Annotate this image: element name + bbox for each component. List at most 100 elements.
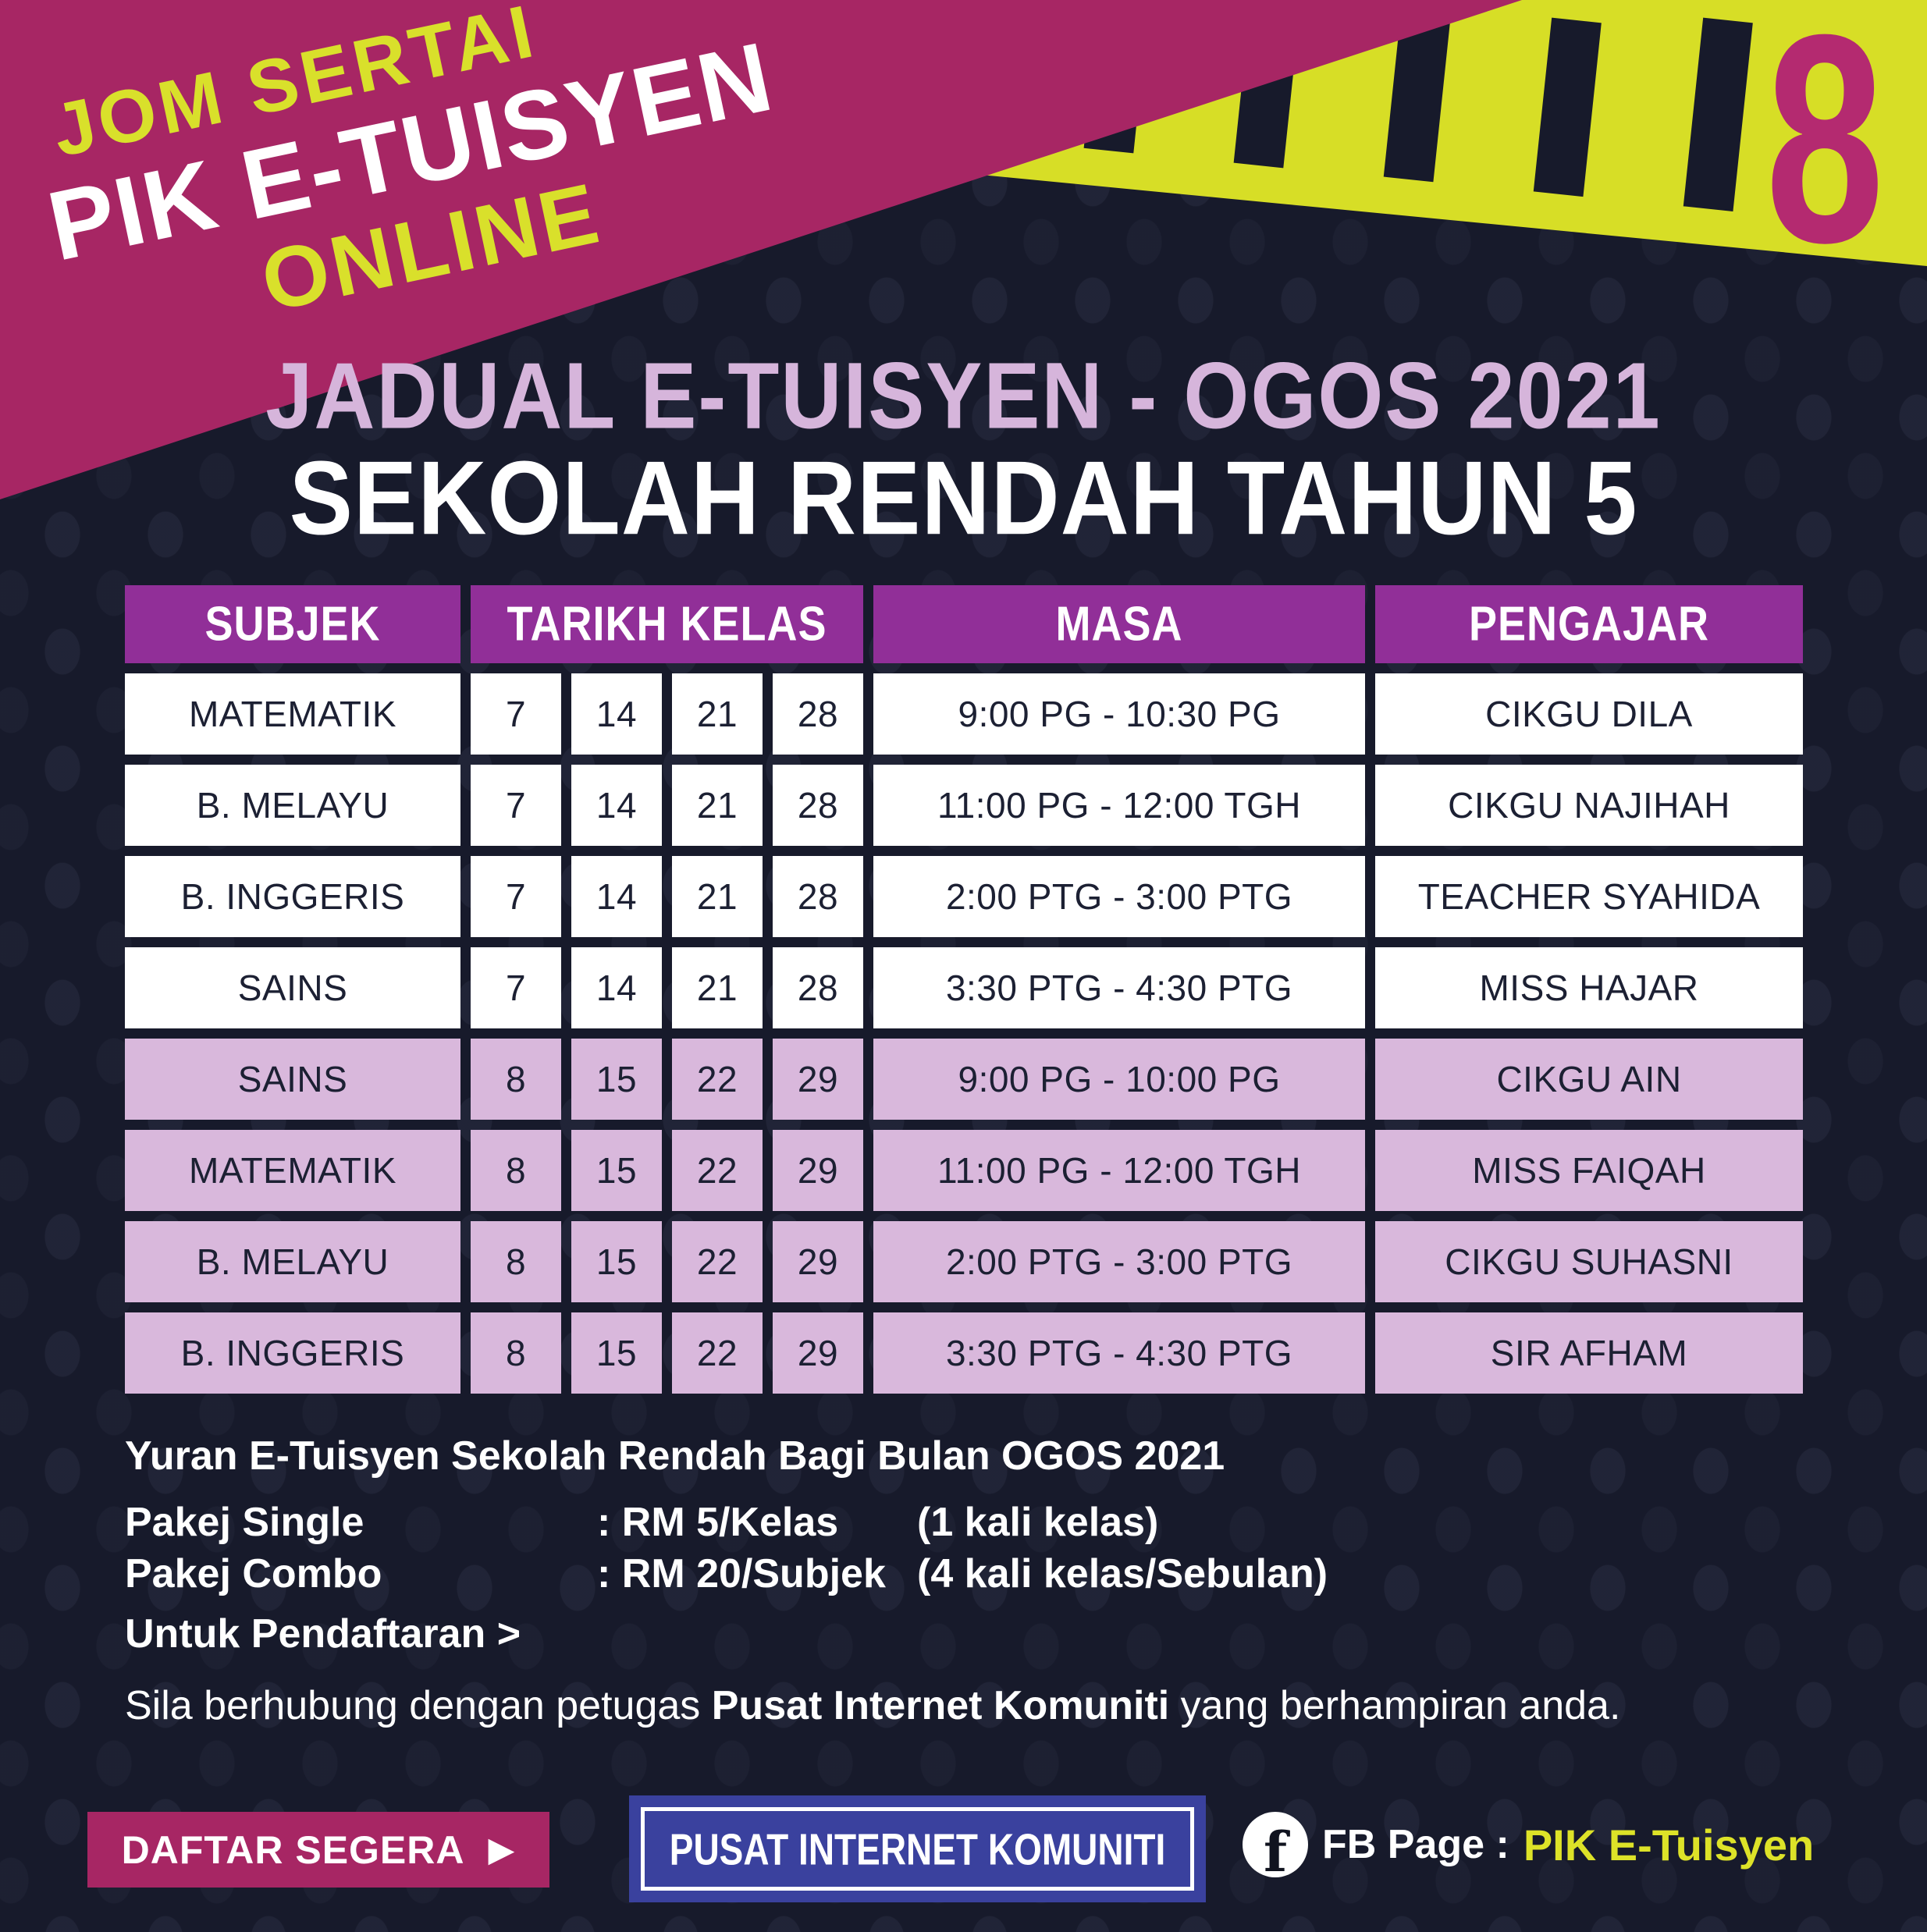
date-cell: 28 [773, 673, 863, 755]
date-cell: 29 [773, 1221, 863, 1302]
date-cell: 28 [773, 765, 863, 846]
date-cell: 7 [471, 673, 561, 755]
teacher-cell: CIKGU AIN [1375, 1039, 1803, 1120]
banner-text-block: JOM SERTAI PIK E-TUISYEN ONLINE [23, 0, 800, 368]
fee-price: : RM 5/Kelas [597, 1500, 839, 1545]
date-cell: 14 [571, 765, 662, 846]
col-header-masa: MASA [873, 585, 1365, 663]
facebook-icon-letter: f [1263, 1819, 1288, 1877]
col-header-subjek-text: SUBJEK [204, 597, 381, 652]
subject-cell: B. MELAYU [125, 1221, 460, 1302]
date-cell: 21 [672, 856, 763, 937]
ribbon-stripe [1683, 17, 1753, 212]
fee-label: Pakej Single [125, 1500, 364, 1545]
play-arrow-icon: ▶ [488, 1831, 516, 1869]
subject-cell: MATEMATIK [125, 1130, 460, 1211]
time-cell: 11:00 PG - 12:00 TGH [873, 765, 1365, 846]
fees-section: Yuran E-Tuisyen Sekolah Rendah Bagi Bula… [125, 1433, 1328, 1600]
issue-number: 8 [1765, 0, 1885, 304]
date-cell: 7 [471, 856, 561, 937]
col-header-subjek: SUBJEK [125, 585, 460, 663]
time-cell: 11:00 PG - 12:00 TGH [873, 1130, 1365, 1211]
page-subtitle-text: SEKOLAH RENDAH TAHUN 5 [289, 439, 1638, 556]
subject-cell: SAINS [125, 1039, 460, 1120]
subject-cell: B. MELAYU [125, 765, 460, 846]
pusat-internet-komuniti-button[interactable]: PUSAT INTERNET KOMUNITI [629, 1795, 1206, 1902]
date-cell: 14 [571, 856, 662, 937]
registration-line-suffix: yang berhampiran anda. [1169, 1683, 1621, 1728]
date-cell: 28 [773, 856, 863, 937]
facebook-icon: f [1243, 1812, 1308, 1877]
col-header-masa-text: MASA [1055, 597, 1183, 652]
date-cell: 15 [571, 1312, 662, 1394]
date-cell: 21 [672, 765, 763, 846]
date-cell: 29 [773, 1312, 863, 1394]
subject-cell: MATEMATIK [125, 673, 460, 755]
date-cell: 14 [571, 947, 662, 1028]
fee-label: Pakej Combo [125, 1551, 382, 1596]
page-subtitle: SEKOLAH RENDAH TAHUN 5 [0, 439, 1927, 556]
col-header-pengajar-text: PENGAJAR [1468, 597, 1710, 652]
teacher-cell: MISS HAJAR [1375, 947, 1803, 1028]
time-cell: 2:00 PTG - 3:00 PTG [873, 856, 1365, 937]
teacher-cell: CIKGU SUHASNI [1375, 1221, 1803, 1302]
date-cell: 15 [571, 1221, 662, 1302]
registration-line-prefix: Sila berhubung dengan petugas [125, 1683, 712, 1728]
date-cell: 21 [672, 673, 763, 755]
teacher-cell: CIKGU DILA [1375, 673, 1803, 755]
subject-cell: B. INGGERIS [125, 856, 460, 937]
registration-line: Sila berhubung dengan petugas Pusat Inte… [125, 1682, 1620, 1729]
pusat-internet-komuniti-label: PUSAT INTERNET KOMUNITI [669, 1824, 1166, 1874]
time-cell: 2:00 PTG - 3:00 PTG [873, 1221, 1365, 1302]
time-cell: 9:00 PG - 10:00 PG [873, 1039, 1365, 1120]
date-cell: 22 [672, 1221, 763, 1302]
fees-heading: Yuran E-Tuisyen Sekolah Rendah Bagi Bula… [125, 1433, 1225, 1479]
fb-page-name[interactable]: PIK E-Tuisyen [1523, 1820, 1815, 1870]
ribbon-stripe [1533, 17, 1602, 197]
daftar-segera-button[interactable]: DAFTAR SEGERA ▶ [87, 1812, 549, 1888]
date-cell: 8 [471, 1039, 561, 1120]
daftar-segera-label: DAFTAR SEGERA [121, 1827, 465, 1872]
page-title-text: JADUAL E-TUISYEN - OGOS 2021 [265, 342, 1662, 449]
time-cell: 3:30 PTG - 4:30 PTG [873, 1312, 1365, 1394]
page-title: JADUAL E-TUISYEN - OGOS 2021 [0, 343, 1927, 449]
col-header-tarikh-kelas-text: TARIKH KELAS [507, 597, 827, 652]
time-cell: 9:00 PG - 10:30 PG [873, 673, 1365, 755]
subject-cell: B. INGGERIS [125, 1312, 460, 1394]
registration-heading: Untuk Pendaftaran > [125, 1611, 521, 1657]
date-cell: 7 [471, 765, 561, 846]
date-cell: 15 [571, 1039, 662, 1120]
date-cell: 8 [471, 1221, 561, 1302]
teacher-cell: CIKGU NAJIHAH [1375, 765, 1803, 846]
date-cell: 15 [571, 1130, 662, 1211]
subject-cell: SAINS [125, 947, 460, 1028]
date-cell: 7 [471, 947, 561, 1028]
date-cell: 29 [773, 1039, 863, 1120]
date-cell: 22 [672, 1039, 763, 1120]
fb-page-label: FB Page : [1322, 1822, 1509, 1867]
fee-item: Pakej Single : RM 5/Kelas (1 kali kelas) [125, 1497, 1328, 1548]
teacher-cell: SIR AFHAM [1375, 1312, 1803, 1394]
fee-note: (1 kali kelas) [917, 1500, 1159, 1545]
pusat-internet-komuniti-inner: PUSAT INTERNET KOMUNITI [641, 1807, 1194, 1891]
date-cell: 22 [672, 1312, 763, 1394]
date-cell: 8 [471, 1130, 561, 1211]
date-cell: 21 [672, 947, 763, 1028]
teacher-cell: MISS FAIQAH [1375, 1130, 1803, 1211]
date-cell: 28 [773, 947, 863, 1028]
date-cell: 22 [672, 1130, 763, 1211]
ribbon-stripe [1383, 17, 1450, 183]
fee-price: : RM 20/Subjek [597, 1551, 886, 1596]
col-header-tarikh-kelas: TARIKH KELAS [471, 585, 863, 663]
fee-item: Pakej Combo : RM 20/Subjek (4 kali kelas… [125, 1548, 1328, 1600]
registration-line-bold: Pusat Internet Komuniti [711, 1683, 1170, 1728]
schedule-table: SUBJEK TARIKH KELAS MASA PENGAJAR MATEMA… [125, 585, 1803, 1394]
date-cell: 14 [571, 673, 662, 755]
time-cell: 3:30 PTG - 4:30 PTG [873, 947, 1365, 1028]
fee-note: (4 kali kelas/Sebulan) [917, 1551, 1328, 1596]
date-cell: 8 [471, 1312, 561, 1394]
col-header-pengajar: PENGAJAR [1375, 585, 1803, 663]
date-cell: 29 [773, 1130, 863, 1211]
teacher-cell: TEACHER SYAHIDA [1375, 856, 1803, 937]
